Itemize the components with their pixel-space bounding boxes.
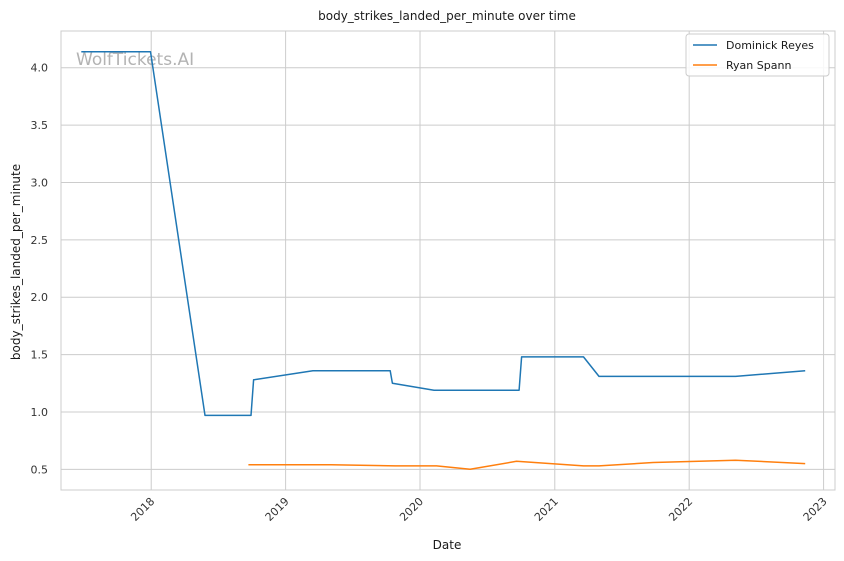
y-tick-label: 2.0 — [31, 291, 49, 304]
legend-label-ryan-spann: Ryan Spann — [726, 59, 791, 72]
y-tick-label: 0.5 — [31, 463, 49, 476]
series-line-ryan-spann — [248, 459, 806, 471]
series-line-dominick-reyes — [81, 50, 806, 417]
y-axis-label: body_strikes_landed_per_minute — [9, 164, 23, 360]
chart-title: body_strikes_landed_per_minute over time — [318, 9, 576, 23]
y-tick-label: 4.0 — [31, 62, 49, 75]
y-tick-label: 1.0 — [31, 406, 49, 419]
legend-box — [685, 33, 830, 77]
y-tick-label: 3.0 — [31, 176, 49, 189]
x-axis-label: Date — [433, 538, 462, 552]
y-axis-ticks: 0.5 1.0 1.5 2.0 2.5 3.0 3.5 4.0 — [31, 62, 49, 477]
y-tick-label: 3.5 — [31, 119, 49, 132]
y-tick-label: 1.5 — [31, 349, 49, 362]
series-lines — [81, 50, 806, 471]
legend: Dominick Reyes Ryan Spann — [685, 33, 830, 77]
gridlines — [61, 31, 835, 490]
legend-label-dominick-reyes: Dominick Reyes — [726, 39, 814, 52]
y-tick-label: 2.5 — [31, 234, 49, 247]
plot-area-frame — [60, 30, 836, 491]
watermark-text: WolfTickets.AI — [76, 50, 194, 70]
